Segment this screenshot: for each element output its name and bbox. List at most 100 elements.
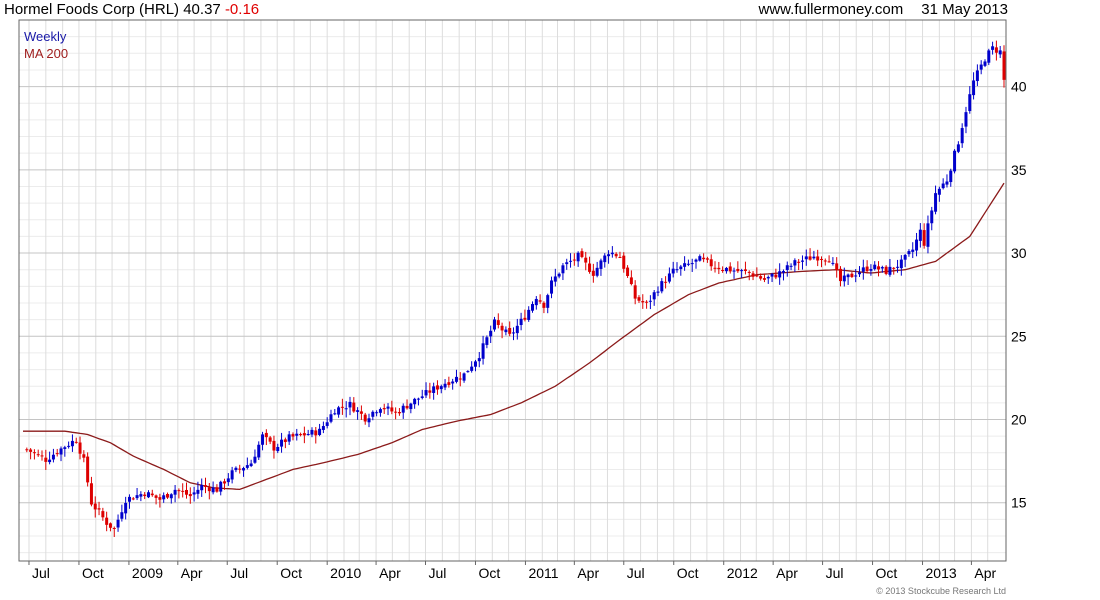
candle-up — [953, 150, 957, 172]
candle-up — [420, 396, 424, 398]
candle-down — [823, 260, 827, 262]
candle-up — [280, 439, 284, 447]
candle-down — [188, 494, 192, 497]
candle-down — [755, 275, 759, 277]
plot-frame — [18, 19, 1007, 562]
candle-down — [185, 489, 188, 495]
candles — [25, 40, 1006, 537]
candle-down — [709, 259, 713, 267]
x-tick-label: Apr — [379, 565, 401, 581]
candle-up — [485, 337, 489, 345]
candle-up — [454, 376, 458, 382]
candle-up — [519, 318, 523, 326]
candle-up — [778, 271, 782, 278]
last-price: 40.37 — [183, 1, 221, 18]
candle-up — [512, 332, 515, 334]
x-tick-label: Oct — [478, 565, 500, 581]
candle-up — [116, 519, 120, 528]
candle-down — [108, 523, 112, 528]
candle-down — [762, 278, 766, 280]
candle-up — [127, 496, 131, 502]
candle-up — [675, 269, 679, 271]
y-tick-label: 40 — [1011, 79, 1027, 95]
candle-down — [458, 378, 462, 380]
candle-down — [82, 454, 86, 458]
candle-up — [318, 428, 322, 435]
x-tick-label: 2013 — [926, 565, 957, 581]
candle-up — [918, 229, 922, 241]
candle-up — [576, 252, 580, 262]
candle-up — [439, 386, 443, 390]
candle-up — [690, 263, 694, 265]
candle-up — [550, 280, 554, 294]
candle-down — [747, 271, 751, 273]
candle-down — [835, 263, 839, 270]
candle-up — [70, 440, 74, 447]
x-tick-label: Apr — [776, 565, 798, 581]
candle-up — [724, 267, 728, 272]
candle-up — [964, 112, 968, 127]
candle-up — [219, 481, 223, 492]
x-tick-label: Jul — [32, 565, 50, 581]
candle-up — [603, 255, 607, 263]
candle-up — [896, 266, 900, 268]
candle-down — [538, 300, 542, 302]
candle-down — [618, 257, 622, 259]
candle-down — [165, 494, 169, 498]
candle-down — [839, 268, 842, 282]
candle-up — [234, 467, 238, 471]
candle-up — [462, 373, 466, 381]
candle-up — [146, 492, 150, 498]
chart-title: Hormel Foods Corp (HRL) 40.37 -0.16 — [4, 1, 259, 18]
candle-down — [207, 487, 211, 492]
x-tick-label: Apr — [181, 565, 203, 581]
website-link[interactable]: www.fullermoney.com — [758, 1, 904, 18]
candle-down — [150, 493, 154, 496]
candle-up — [941, 183, 945, 189]
candle-up — [793, 260, 797, 266]
candle-up — [557, 273, 561, 277]
candle-up — [873, 264, 877, 270]
candle-up — [968, 94, 972, 112]
candle-up — [356, 410, 360, 412]
candle-up — [432, 386, 436, 393]
candle-down — [994, 47, 998, 53]
candle-up — [367, 418, 371, 423]
candle-up — [831, 262, 835, 264]
candle-down — [892, 267, 896, 269]
candle-up — [477, 358, 481, 362]
candle-up — [698, 256, 702, 261]
candle-up — [333, 413, 337, 415]
candle-down — [614, 253, 618, 257]
x-tick-label: 2012 — [727, 565, 758, 581]
candle-up — [770, 273, 774, 277]
candle-down — [743, 269, 747, 272]
candle-down — [272, 440, 276, 451]
candle-up — [983, 61, 987, 66]
candle-down — [705, 258, 709, 260]
candle-up — [287, 434, 291, 442]
candle-up — [956, 144, 960, 152]
candle-up — [565, 262, 569, 265]
candle-down — [97, 508, 101, 510]
candle-down — [74, 441, 78, 443]
x-axis-labels: Jul Oct 2009 Apr Jul Oct 2010 Apr Jul Oct 2011 Apr J… — [28, 561, 997, 581]
candle-up — [473, 361, 477, 367]
candle-up — [972, 80, 976, 96]
candle-up — [337, 407, 341, 415]
candle-down — [36, 454, 40, 456]
candle-up — [937, 188, 941, 195]
candle-up — [842, 275, 846, 282]
candle-down — [584, 257, 588, 263]
candle-up — [789, 265, 793, 267]
candle-up — [466, 371, 470, 373]
candle-down — [508, 327, 512, 334]
candle-up — [991, 46, 995, 50]
candle-down — [1002, 51, 1006, 80]
candle-up — [63, 447, 67, 449]
candle-down — [131, 498, 135, 500]
candle-up — [371, 411, 375, 417]
candle-up — [987, 50, 991, 63]
candle-down — [394, 411, 398, 413]
candle-down — [496, 320, 500, 325]
